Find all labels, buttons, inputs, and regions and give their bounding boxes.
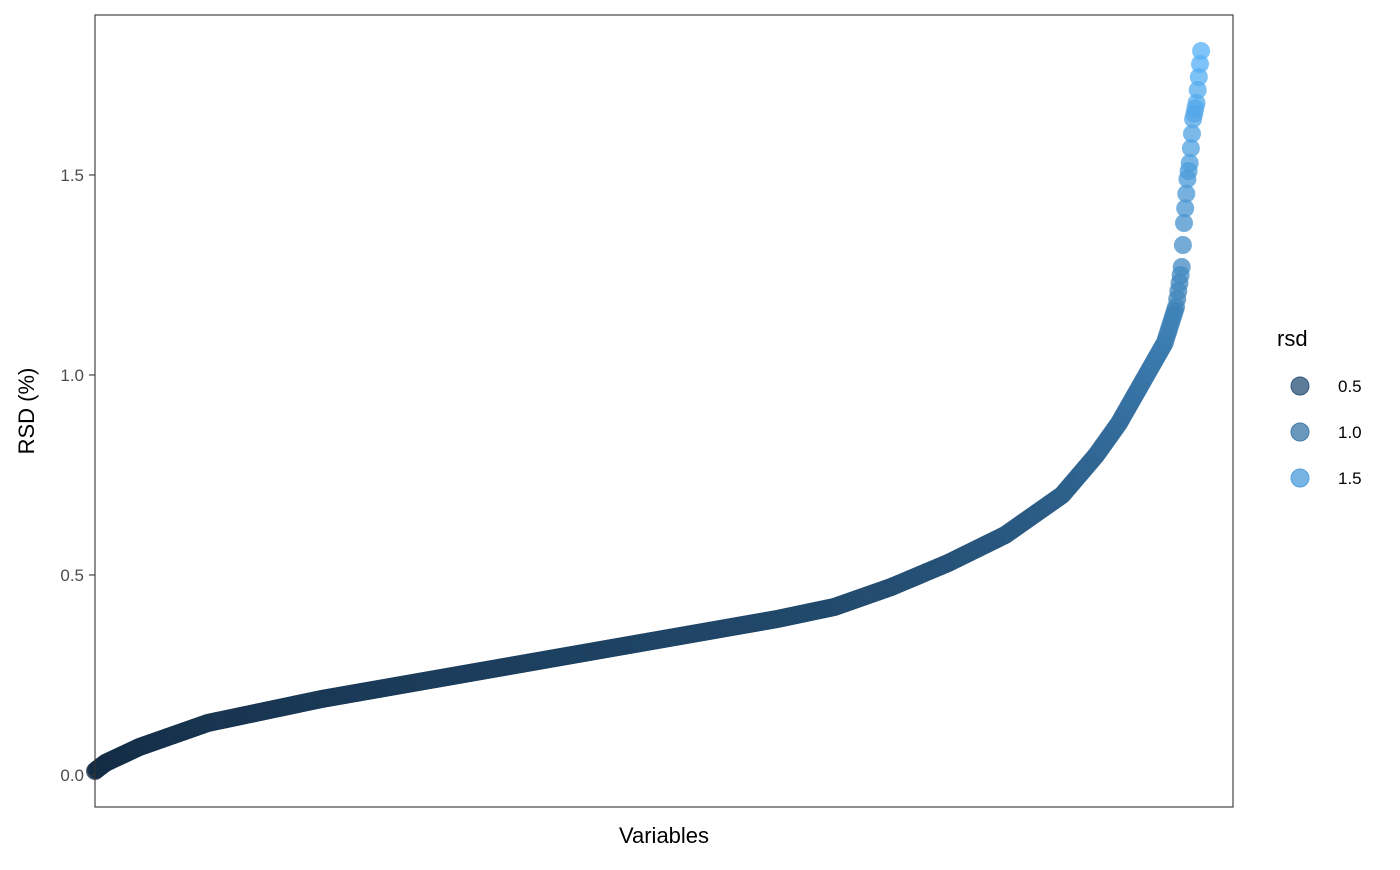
legend-label: 1.5: [1338, 469, 1362, 488]
data-point: [1191, 55, 1209, 73]
y-tick-label: 1.5: [60, 166, 84, 185]
x-axis-title: Variables: [619, 823, 709, 848]
y-tick-label: 0.0: [60, 766, 84, 785]
y-axis: 0.0 0.5 1.0 1.5: [60, 166, 95, 785]
data-point: [1175, 214, 1193, 232]
legend-title: rsd: [1277, 326, 1308, 351]
legend-key: [1290, 468, 1310, 488]
data-point: [1181, 139, 1200, 158]
data-point: [1176, 199, 1195, 218]
data-point: [1192, 42, 1211, 60]
y-tick-label: 1.0: [60, 366, 84, 385]
data-point: [1183, 124, 1201, 143]
legend-key: [1290, 376, 1310, 396]
data-point: [1187, 94, 1206, 112]
data-point: [1180, 154, 1199, 172]
legend-label: 0.5: [1338, 377, 1362, 396]
data-point: [1172, 258, 1191, 276]
panel-border: [94, 14, 1234, 808]
data-point: [1177, 184, 1196, 203]
legend-items: 0.5 1.0 1.5: [1290, 376, 1362, 488]
data-point: [1173, 236, 1192, 254]
y-axis-title: RSD (%): [14, 368, 39, 455]
data-point: [1189, 68, 1208, 86]
legend-key: [1290, 422, 1310, 442]
y-tick-label: 0.5: [60, 566, 84, 585]
legend: rsd 0.5 1.0 1.5: [1277, 326, 1362, 488]
points-layer: [86, 42, 1211, 780]
legend-label: 1.0: [1338, 423, 1362, 442]
data-point: [1188, 81, 1207, 99]
